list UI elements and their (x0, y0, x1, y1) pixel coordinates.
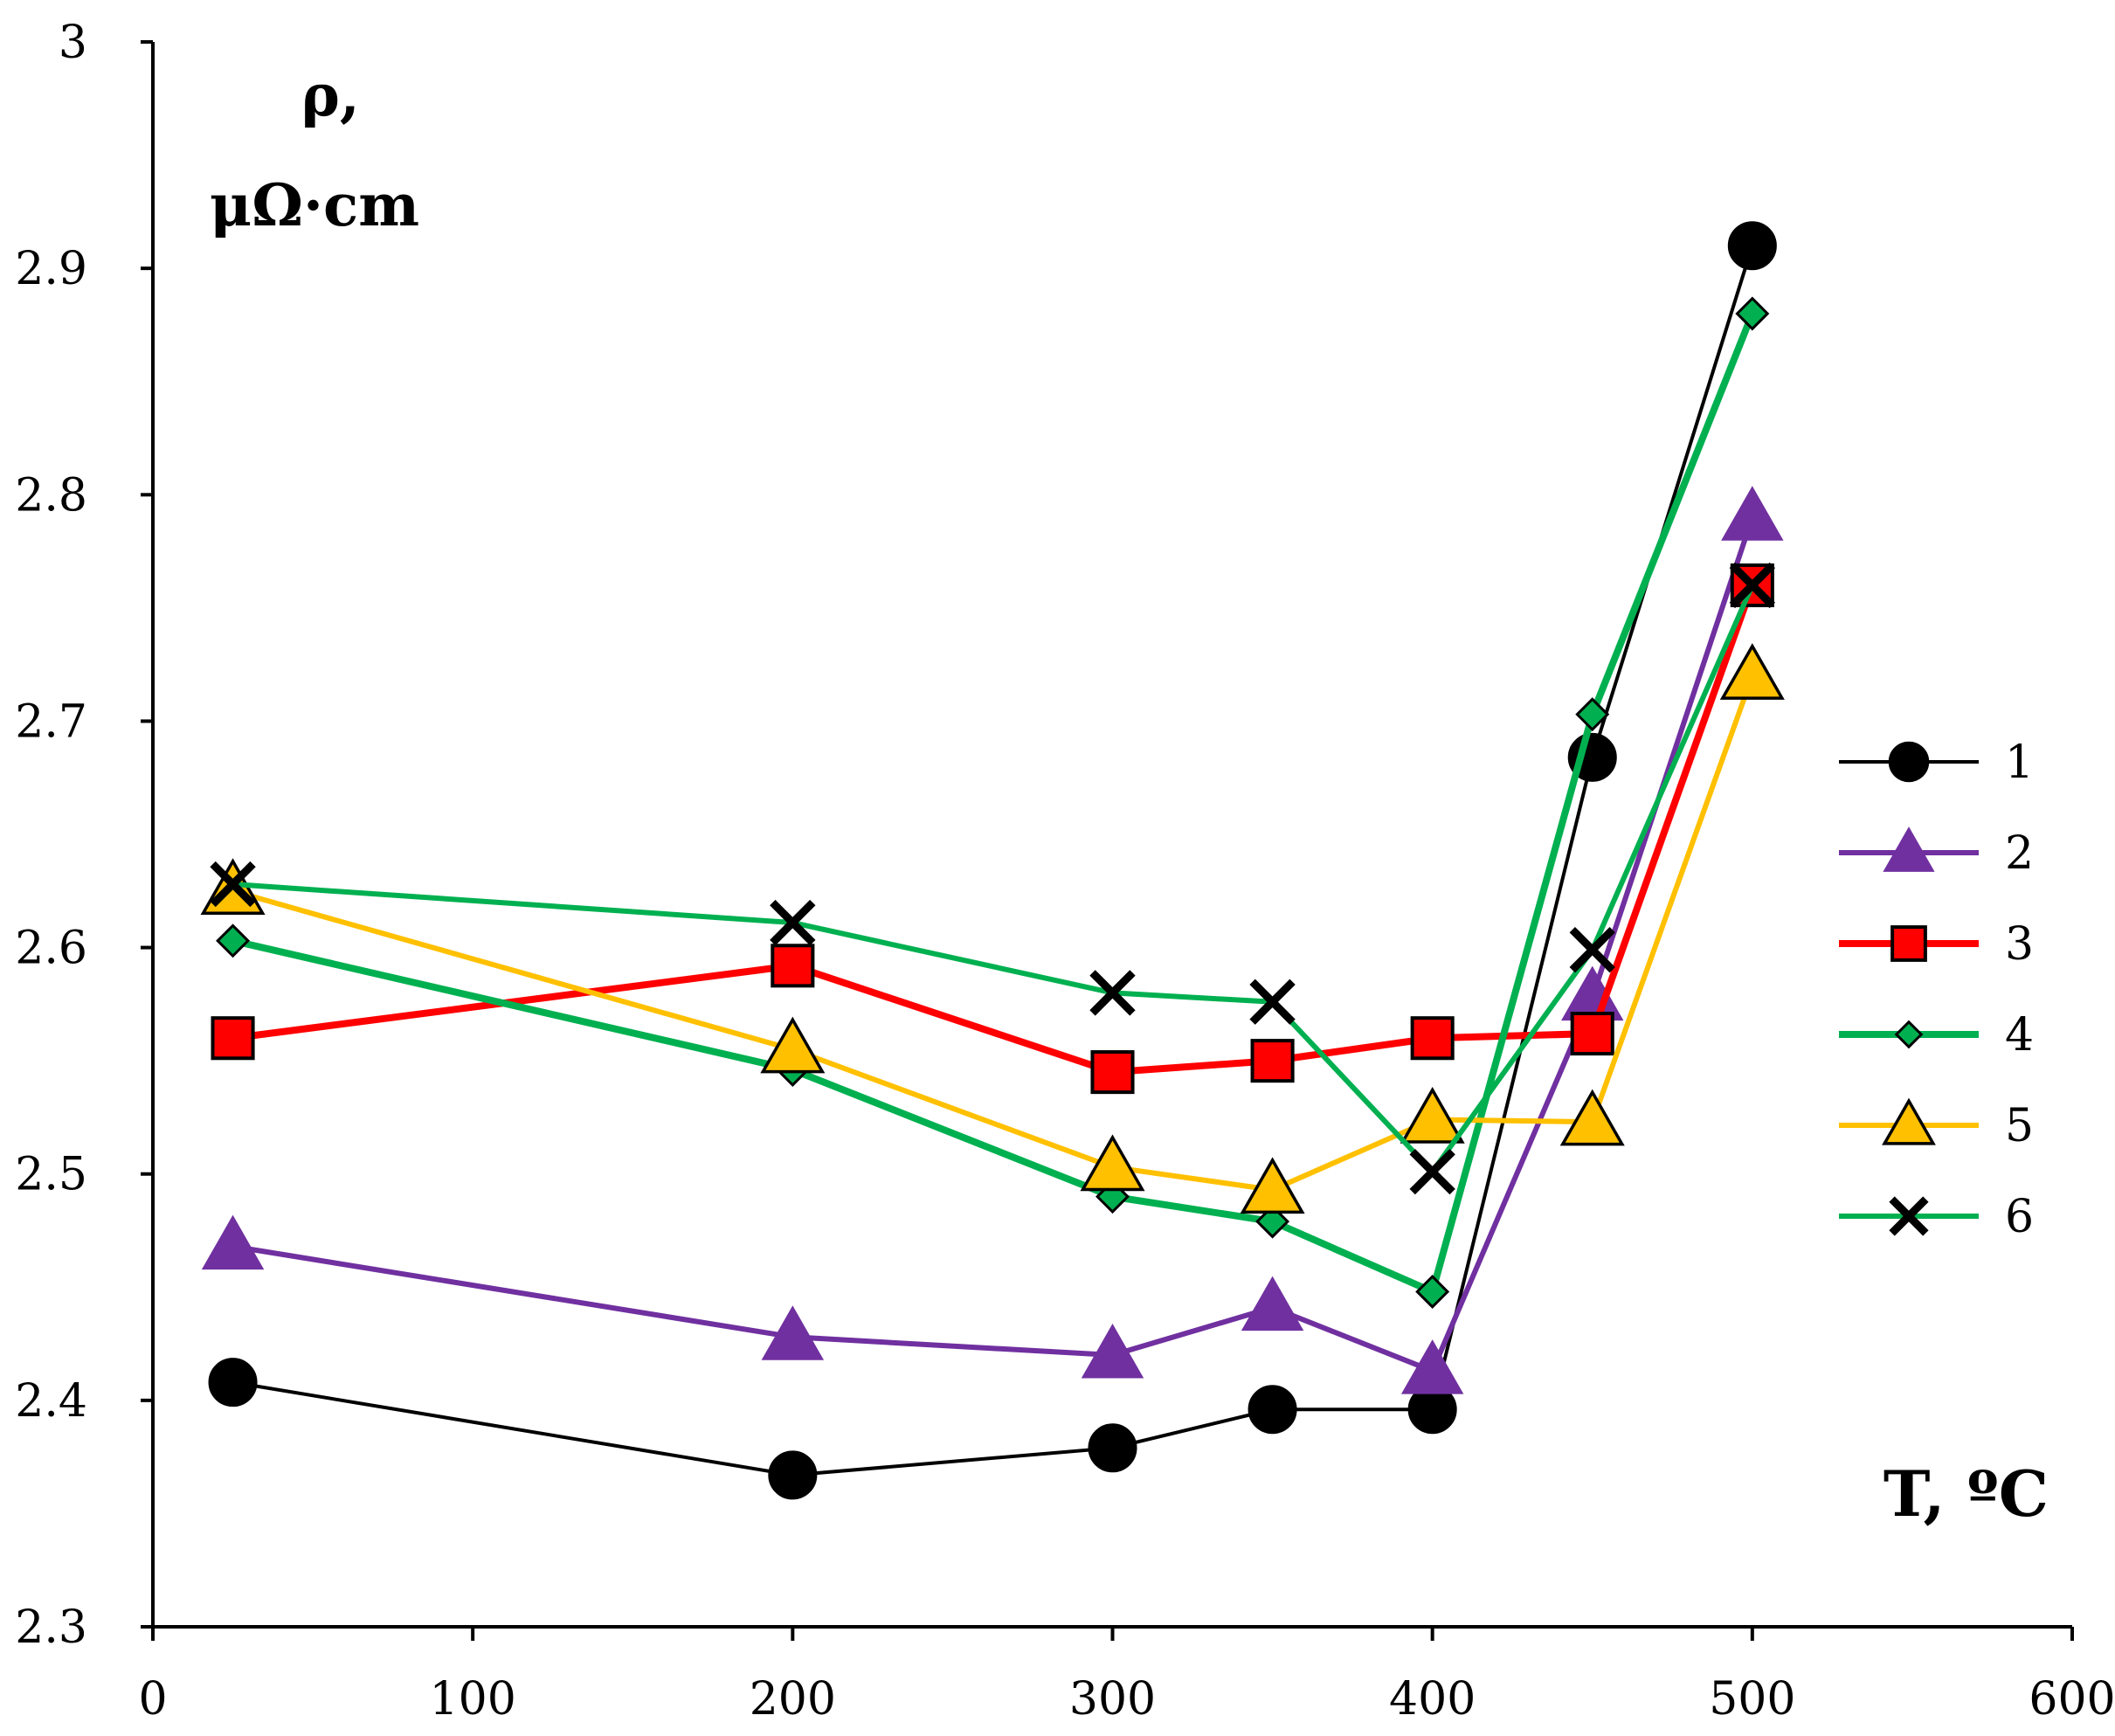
legend-item-5: 5 (1839, 1097, 2034, 1152)
series-4-line (232, 312, 1756, 1296)
series-2-point (1081, 1324, 1144, 1379)
x-tick-label: 400 (1389, 1673, 1476, 1726)
series-6-point (770, 899, 816, 946)
series-2-point (761, 1305, 825, 1360)
legend-marker (1888, 741, 1930, 783)
series-1-point (1088, 1423, 1137, 1473)
x-ticks: 0 100 200 300 400 500 600 (138, 1627, 2115, 1726)
y-ticks: 2.3 2.4 2.5 2.6 2.7 2.8 2.9 3 (15, 17, 153, 1654)
y-tick-label: 2.7 (15, 695, 87, 748)
series-4-point (1575, 697, 1610, 732)
y-tick-label: 2.5 (15, 1149, 87, 1201)
legend-label: 4 (2005, 1009, 2034, 1062)
x-tick-label: 500 (1709, 1673, 1795, 1726)
x-tick-label: 100 (430, 1673, 516, 1726)
series-6-point-stroke-b (210, 861, 256, 908)
series-4-point (1415, 1274, 1450, 1309)
series-6-point (1249, 979, 1296, 1025)
series-1-line (232, 245, 1754, 1477)
series-4 (216, 296, 1770, 1309)
series-6-point (1409, 1148, 1455, 1195)
x-tick-label: 600 (2029, 1673, 2115, 1726)
y-axis-label-line2: μΩ·cm (210, 171, 419, 239)
series-2-line (232, 516, 1755, 1374)
y-tick-label: 2.9 (15, 243, 87, 295)
y-tick-label: 3 (59, 17, 87, 69)
series-2-point (1721, 486, 1784, 541)
series-2 (201, 486, 1784, 1394)
series-1-point (1248, 1385, 1297, 1435)
legend-label: 5 (2005, 1100, 2034, 1152)
x-tick-label: 0 (138, 1673, 167, 1726)
series-2-point (201, 1214, 265, 1270)
series-5-point (1559, 1089, 1625, 1146)
series-3-point (1250, 1039, 1295, 1083)
x-tick-label: 300 (1069, 1673, 1156, 1726)
series-3-point (771, 944, 815, 988)
series-6-point-stroke-b (1409, 1148, 1455, 1195)
legend-label: 6 (2005, 1191, 2034, 1243)
series-5 (200, 643, 1785, 1214)
legend-marker (1883, 827, 1935, 872)
series-6-point (1729, 562, 1775, 609)
y-tick-label: 2.8 (15, 469, 87, 522)
series-5-point (1400, 1086, 1465, 1144)
legend: 1 2 3 4 5 6 (1839, 737, 2034, 1243)
series-3-point (1090, 1050, 1135, 1095)
series-6-point (1569, 926, 1615, 973)
series-4-point (1735, 296, 1770, 331)
series-6-point-stroke-b (770, 899, 816, 946)
series-5-point (1719, 643, 1785, 700)
legend-label: 2 (2005, 827, 2034, 880)
series-1-point (1727, 221, 1777, 271)
x-tick-label: 200 (750, 1673, 836, 1726)
series-6 (210, 562, 1775, 1195)
legend-marker (1889, 1196, 1929, 1236)
y-tick-label: 2.6 (15, 923, 87, 975)
legend-marker-stroke-b (1889, 1196, 1929, 1236)
series-3-point (1410, 1016, 1455, 1061)
legend-marker (1894, 1020, 1924, 1049)
legend-marker (1882, 1097, 1936, 1145)
series-1-point (208, 1358, 258, 1407)
series-3-point (211, 1016, 255, 1061)
series-layer (200, 221, 1785, 1500)
series-4-point (1255, 1204, 1290, 1239)
y-axis-label-line1: ρ, (301, 61, 360, 129)
series-2-point (1400, 1339, 1464, 1394)
series-5-point (1080, 1134, 1145, 1192)
series-4-point (216, 923, 251, 958)
y-tick-label: 2.4 (15, 1375, 87, 1428)
legend-item-3: 3 (1839, 918, 2034, 971)
series-5-line (232, 674, 1755, 1193)
series-6-point-stroke-b (1249, 979, 1296, 1025)
series-5-point (760, 1016, 826, 1074)
series-6-point-stroke-b (1569, 926, 1615, 973)
legend-item-1: 1 (1839, 737, 2034, 789)
legend-item-4: 4 (1839, 1009, 2034, 1062)
series-3 (211, 563, 1774, 1095)
series-2-point (1241, 1276, 1304, 1331)
x-axis-label: T, ºC (1883, 1456, 2049, 1531)
series-1 (208, 221, 1777, 1500)
series-6-point-stroke-b (1089, 970, 1136, 1016)
series-6-point (210, 861, 256, 908)
axes: 2.3 2.4 2.5 2.6 2.7 2.8 2.9 3 0 100 200 300 400 500 6… (15, 17, 2115, 1726)
series-6-point-stroke-b (1729, 562, 1775, 609)
series-3-line (232, 584, 1756, 1076)
legend-label: 3 (2005, 918, 2034, 971)
legend-marker (1890, 925, 1927, 962)
legend-label: 1 (2005, 737, 2034, 789)
series-6-point (1089, 970, 1136, 1016)
series-1-point (768, 1450, 818, 1500)
legend-item-6: 6 (1839, 1191, 2034, 1243)
series-5-point (1240, 1157, 1305, 1214)
series-6-line (232, 584, 1755, 1175)
series-3-point (1570, 1012, 1614, 1056)
legend-item-2: 2 (1839, 827, 2034, 880)
y-tick-label: 2.3 (15, 1601, 87, 1654)
